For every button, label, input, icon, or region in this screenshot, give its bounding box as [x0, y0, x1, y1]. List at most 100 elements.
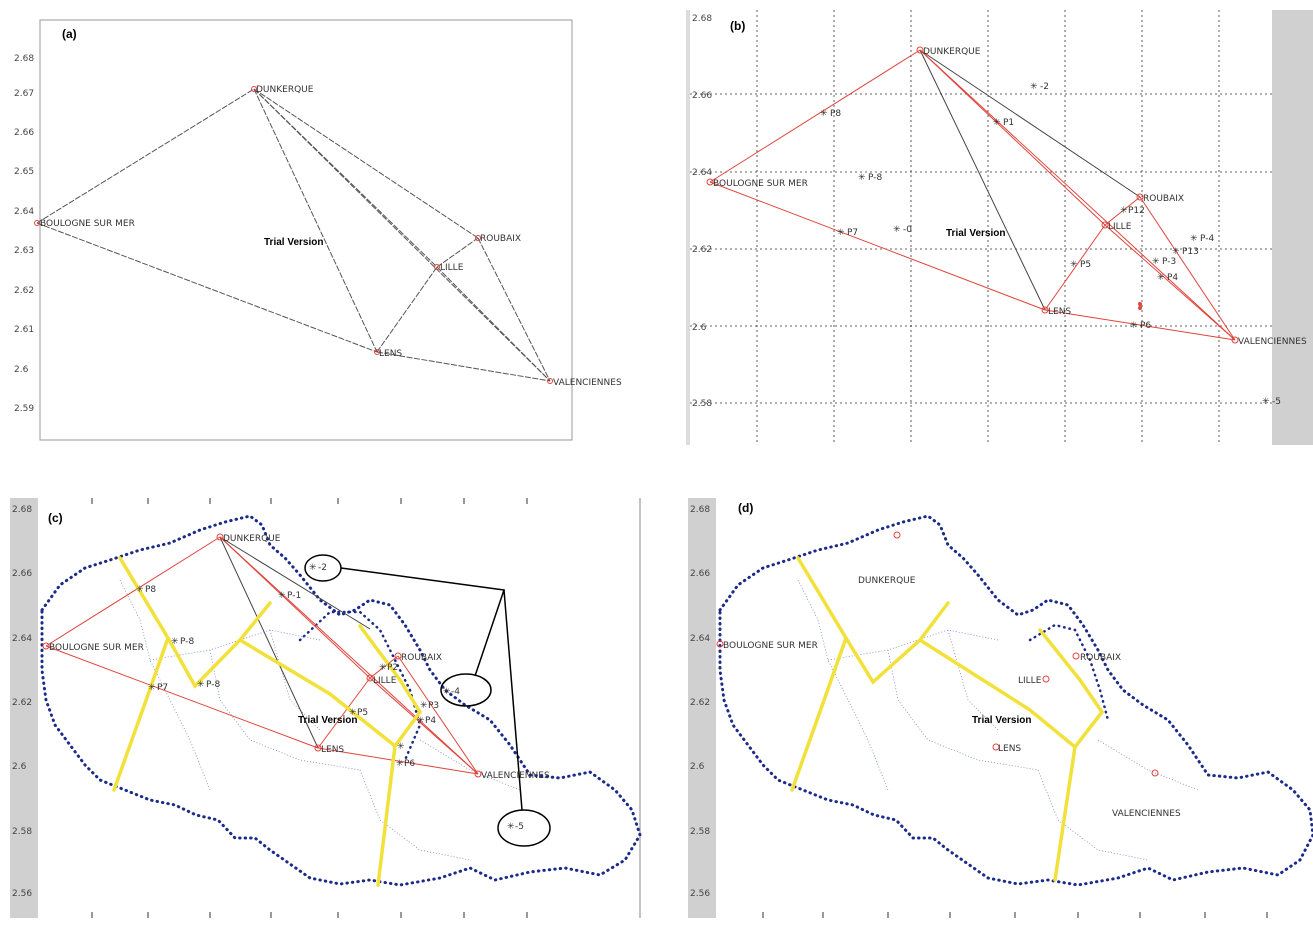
- y-tick: 2.64: [14, 207, 34, 217]
- point-label: P6: [1140, 321, 1151, 331]
- point-label: P7: [847, 228, 858, 238]
- panel-c-watermark: Trial Version: [298, 715, 357, 726]
- city-marker: [706, 178, 714, 186]
- point-marker: ✳: [1152, 257, 1160, 267]
- point-label: P5: [1080, 260, 1091, 270]
- point-marker: ✳: [1130, 321, 1138, 331]
- panel-a-y-ticks: 2.68 2.67 2.66 2.65 2.64 2.63 2.62 2.61 …: [14, 54, 34, 414]
- point-marker-cluster: [1138, 302, 1142, 306]
- y-tick: 2.6: [12, 762, 27, 772]
- point-marker: ✳: [837, 228, 845, 238]
- city-label-lens: LENS: [998, 744, 1021, 754]
- point-marker: ✳: [1120, 206, 1128, 216]
- city-marker: [434, 264, 440, 270]
- city-label-roubaix: ROUBAIX: [1143, 194, 1184, 204]
- point-label: P4: [1167, 273, 1178, 283]
- city-marker: [916, 46, 924, 54]
- point-label: P7: [157, 683, 168, 693]
- point-marker: ✳: [443, 687, 451, 697]
- point-marker: ✳: [893, 225, 901, 235]
- y-tick: 2.56: [12, 889, 32, 899]
- point-label: P4: [425, 716, 436, 726]
- panel-d-left-strip: [688, 498, 716, 918]
- point-marker: ✳: [1157, 273, 1165, 283]
- y-tick: 2.66: [14, 128, 34, 138]
- point-marker: ✳: [1190, 234, 1198, 244]
- point-label: P6: [404, 759, 415, 769]
- point-label: -4: [451, 687, 460, 697]
- point-marker: ✳: [820, 109, 828, 119]
- point-label: P-8: [180, 637, 194, 647]
- point-marker: ✳: [171, 637, 179, 647]
- panel-a-axes: [39, 19, 573, 441]
- y-tick: 2.64: [690, 634, 710, 644]
- y-tick: 2.65: [14, 167, 34, 177]
- city-label-roubaix: ROUBAIX: [480, 234, 521, 244]
- panel-b-right-strip: [1272, 10, 1313, 445]
- panel-b-grey-edges: [919, 49, 1141, 311]
- city-label-lens: LENS: [321, 745, 344, 755]
- panel-c-x-ticks: [91, 498, 528, 918]
- panel-c-y-ticks: 2.68 2.66 2.64 2.62 2.6 2.58 2.56: [12, 505, 32, 899]
- point-label: -5: [1272, 397, 1281, 407]
- y-tick: 2.68: [14, 54, 34, 64]
- city-label-dunkerque: DUNKERQUE: [223, 534, 281, 544]
- panel-d-label: (d): [738, 501, 753, 515]
- panel-a-watermark: Trial Version: [264, 237, 323, 248]
- y-tick: 2.58: [690, 827, 710, 837]
- city-label-boulogne: BOULOGNE SUR MER: [40, 219, 135, 229]
- city-marker: [394, 652, 402, 660]
- panel-a-edges: [36, 88, 551, 382]
- panel-c-inner-boundary: [298, 610, 422, 762]
- city-marker: [314, 744, 322, 752]
- point-marker: ✳: [1262, 397, 1270, 407]
- city-label-lens: LENS: [379, 349, 402, 359]
- panel-b-red-edges: [709, 49, 1236, 341]
- point-label: -5: [515, 822, 524, 832]
- y-tick: 2.66: [690, 569, 710, 579]
- point-marker: ✳: [420, 701, 428, 711]
- city-label-lens: LENS: [1048, 307, 1071, 317]
- city-marker: [1101, 221, 1109, 229]
- y-tick: 2.58: [692, 399, 712, 409]
- city-marker: [475, 235, 481, 241]
- y-tick: 2.6: [692, 323, 707, 333]
- point-marker: ✳: [397, 742, 405, 752]
- point-marker: ✳: [1070, 260, 1078, 270]
- city-label-boulogne: BOULOGNE SUR MER: [723, 641, 818, 651]
- city-marker: [1136, 193, 1144, 201]
- point-marker: ✳: [278, 591, 286, 601]
- y-tick: 2.68: [12, 505, 32, 515]
- point-label: P2: [387, 663, 398, 673]
- city-marker: [547, 378, 553, 384]
- y-tick: 2.56: [690, 889, 710, 899]
- panel-a-label: (a): [62, 27, 77, 41]
- panel-d: 2.68 2.66 2.64 2.62 2.6 2.58 2.56 (d): [688, 498, 1313, 918]
- panel-b-grid: [690, 10, 1272, 445]
- panel-c-label: (c): [48, 511, 63, 525]
- panel-b-points: ✳ -2 ✳ P1 ✳ P8 ✳ P-8 ✳ P7 ✳ -0 ✳ P12 ✳ P…: [820, 82, 1281, 407]
- city-marker: [893, 531, 901, 539]
- point-label: P12: [1128, 206, 1145, 216]
- point-label: P8: [145, 585, 156, 595]
- city-label-lille: LILLE: [373, 676, 397, 686]
- point-marker: ✳: [858, 173, 866, 183]
- panel-d-yellow-partition: [790, 556, 1104, 882]
- city-label-roubaix: ROUBAIX: [1080, 653, 1121, 663]
- point-label: P3: [428, 701, 439, 711]
- city-label-valenciennes: VALENCIENNES: [1112, 809, 1181, 819]
- point-label: P-3: [1162, 257, 1176, 267]
- city-marker: [366, 674, 374, 682]
- panel-c-yellow-partition: [112, 556, 422, 887]
- city-marker: [42, 642, 50, 650]
- city-marker: [374, 349, 380, 355]
- city-marker: [1072, 652, 1080, 660]
- city-marker: [716, 640, 724, 648]
- panel-b-left-strip: [686, 10, 690, 445]
- panel-d-inner-boundary: [1028, 623, 1110, 722]
- panel-a-cities: DUNKERQUE BOULOGNE SUR MER ROUBAIX LILLE…: [34, 85, 622, 388]
- city-label-roubaix: ROUBAIX: [401, 653, 442, 663]
- city-marker: [992, 743, 1000, 751]
- city-label-lille: LILLE: [1018, 676, 1042, 686]
- city-marker: [251, 86, 257, 92]
